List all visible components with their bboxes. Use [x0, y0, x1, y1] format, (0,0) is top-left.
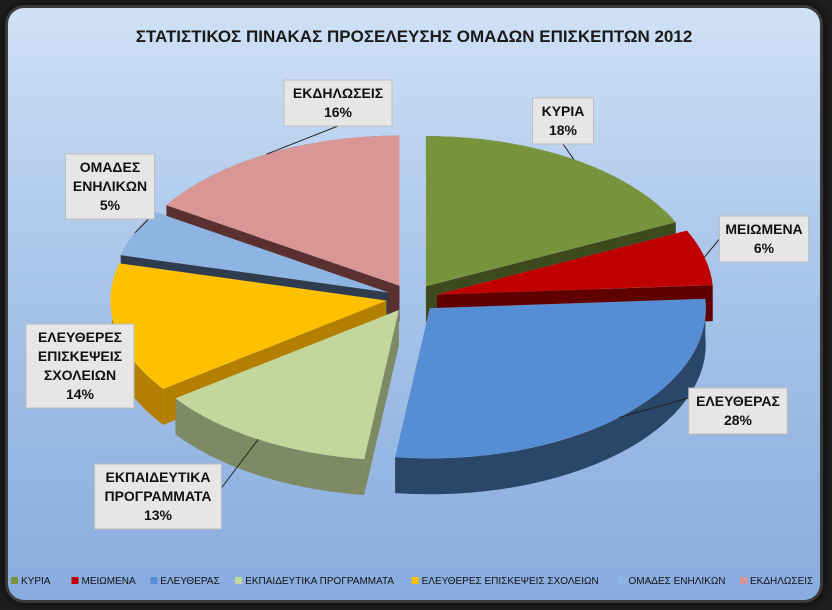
data-label-ελευθερες-επισκεψεις-σχολειων-line-2: ΣΧΟΛΕΙΩΝ	[44, 367, 116, 383]
legend-swatch-μειωμενα	[71, 577, 79, 584]
data-label-εκπαιδευτικα-προγραμματα-line-1: ΠΡΟΓΡΑΜΜΑΤΑ	[104, 488, 211, 504]
legend-swatch-ομαδες-ενηλικων	[618, 577, 626, 584]
data-label-ομαδες-ενηλικων-line-0: ΟΜΑΔΕΣ	[80, 159, 140, 175]
data-label-ελευθερες-επισκεψεις-σχολειων-line-1: ΕΠΙΣΚΕΨΕΙΣ	[38, 348, 122, 364]
leader-line-μειωμενα	[704, 238, 720, 258]
legend-swatch-εκδηλωσεις	[740, 577, 747, 584]
data-label-box-ομαδες-ενηλικων	[64, 153, 156, 220]
data-label-box-μειωμενα	[718, 215, 810, 263]
legend-label-ελευθερες-επισκεψεις-σχολειων: ΕΛΕΥΘΕΡΕΣ ΕΠΙΣΚΕΨΕΙΣ ΣΧΟΛΕΙΩΝ	[422, 576, 599, 587]
chart-frame: ΣΤΑΤΙΣΤΙΚΟΣ ΠΙΝΑΚΑΣ ΠΡΟΣΕΛΕΥΣΗΣ ΟΜΑΔΩΝ Ε…	[8, 8, 820, 600]
legend-label-κυρια: ΚΥΡΙΑ	[21, 576, 51, 587]
pie-side-εκπαιδευτικα-προγραμματα	[175, 398, 365, 495]
data-label-ελευθερες-επισκεψεις-σχολειων-line-3: 14%	[66, 386, 95, 402]
data-label-εκδηλωσεις-line-1: 16%	[324, 104, 353, 120]
legend-swatch-ελευθερας	[150, 577, 158, 584]
data-label-ελευθερας-line-1: 28%	[724, 412, 753, 428]
legend-label-εκδηλωσεις: ΕΚΔΗΛΩΣΕΙΣ	[750, 576, 813, 587]
data-label-κυρια-line-1: 18%	[549, 122, 578, 138]
pie-cut-wall-εκπαιδευτικα-προγραμματα-0	[364, 310, 399, 495]
data-label-εκπαιδευτικα-προγραμματα-line-2: 13%	[144, 507, 173, 523]
data-label-εκπαιδευτικα-προγραμματα-line-0: ΕΚΠΑΙΔΕΥΤΙΚΑ	[106, 469, 211, 485]
data-label-box-εκπαιδευτικα-προγραμματα	[94, 463, 222, 530]
legend-label-εκπαιδευτικα-προγραμματα: ΕΚΠΑΙΔΕΥΤΙΚΑ ΠΡΟΓΡΑΜΜΑΤΑ	[245, 576, 394, 587]
data-label-ομαδες-ενηλικων-line-2: 5%	[100, 197, 121, 213]
leader-line-εκδηλωσεις	[266, 125, 339, 155]
data-label-ελευθερες-επισκεψεις-σχολειων-line-0: ΕΛΕΥΘΕΡΕΣ	[38, 329, 122, 345]
pie-side-ελευθερες-επισκεψεις-σχολειων	[110, 263, 164, 425]
legend-label-ομαδες-ενηλικων: ΟΜΑΔΕΣ ΕΝΗΛΙΚΩΝ	[629, 576, 726, 587]
chart-title: ΣΤΑΤΙΣΤΙΚΟΣ ΠΙΝΑΚΑΣ ΠΡΟΣΕΛΕΥΣΗΣ ΟΜΑΔΩΝ Ε…	[136, 27, 693, 46]
pie-side-ελευθερας	[395, 298, 706, 495]
data-label-μειωμενα-line-0: ΜΕΙΩΜΕΝΑ	[725, 221, 802, 237]
data-label-ελευθερας-line-0: ΕΛΕΥΘΕΡΑΣ	[696, 393, 780, 409]
pie-slice-ελευθερας	[394, 298, 707, 459]
data-label-box-ελευθερας	[688, 387, 788, 435]
pie-slice-εκπαιδευτικα-προγραμματα	[174, 309, 400, 460]
legend-swatch-κυρια	[11, 577, 18, 584]
legend-swatch-εκπαιδευτικα-προγραμματα	[235, 577, 243, 584]
legend-swatch-ελευθερες-επισκεψεις-σχολειων	[411, 577, 419, 584]
leader-line-ελευθερας	[618, 397, 689, 419]
data-label-box-ελευθερες-επισκεψεις-σχολειων	[25, 323, 135, 409]
data-label-box-εκδηλωσεις	[283, 79, 393, 127]
pie-chart: ΣΤΑΤΙΣΤΙΚΟΣ ΠΙΝΑΚΑΣ ΠΡΟΣΕΛΕΥΣΗΣ ΟΜΑΔΩΝ Ε…	[11, 27, 813, 587]
leader-line-εκπαιδευτικα-προγραμματα	[221, 438, 259, 489]
legend-label-μειωμενα: ΜΕΙΩΜΕΝΑ	[82, 576, 136, 587]
data-label-εκδηλωσεις-line-0: ΕΚΔΗΛΩΣΕΙΣ	[293, 85, 383, 101]
pie-slice-κυρια	[425, 135, 677, 287]
data-label-box-κυρια	[532, 97, 594, 145]
data-label-κυρια-line-0: ΚΥΡΙΑ	[542, 103, 585, 119]
data-label-ομαδες-ενηλικων-line-1: ΕΝΗΛΙΚΩΝ	[73, 178, 147, 194]
leader-line-κυρια	[562, 143, 575, 160]
legend-label-ελευθερας: ΕΛΕΥΘΕΡΑΣ	[160, 576, 219, 587]
data-label-μειωμενα-line-1: 6%	[754, 240, 775, 256]
